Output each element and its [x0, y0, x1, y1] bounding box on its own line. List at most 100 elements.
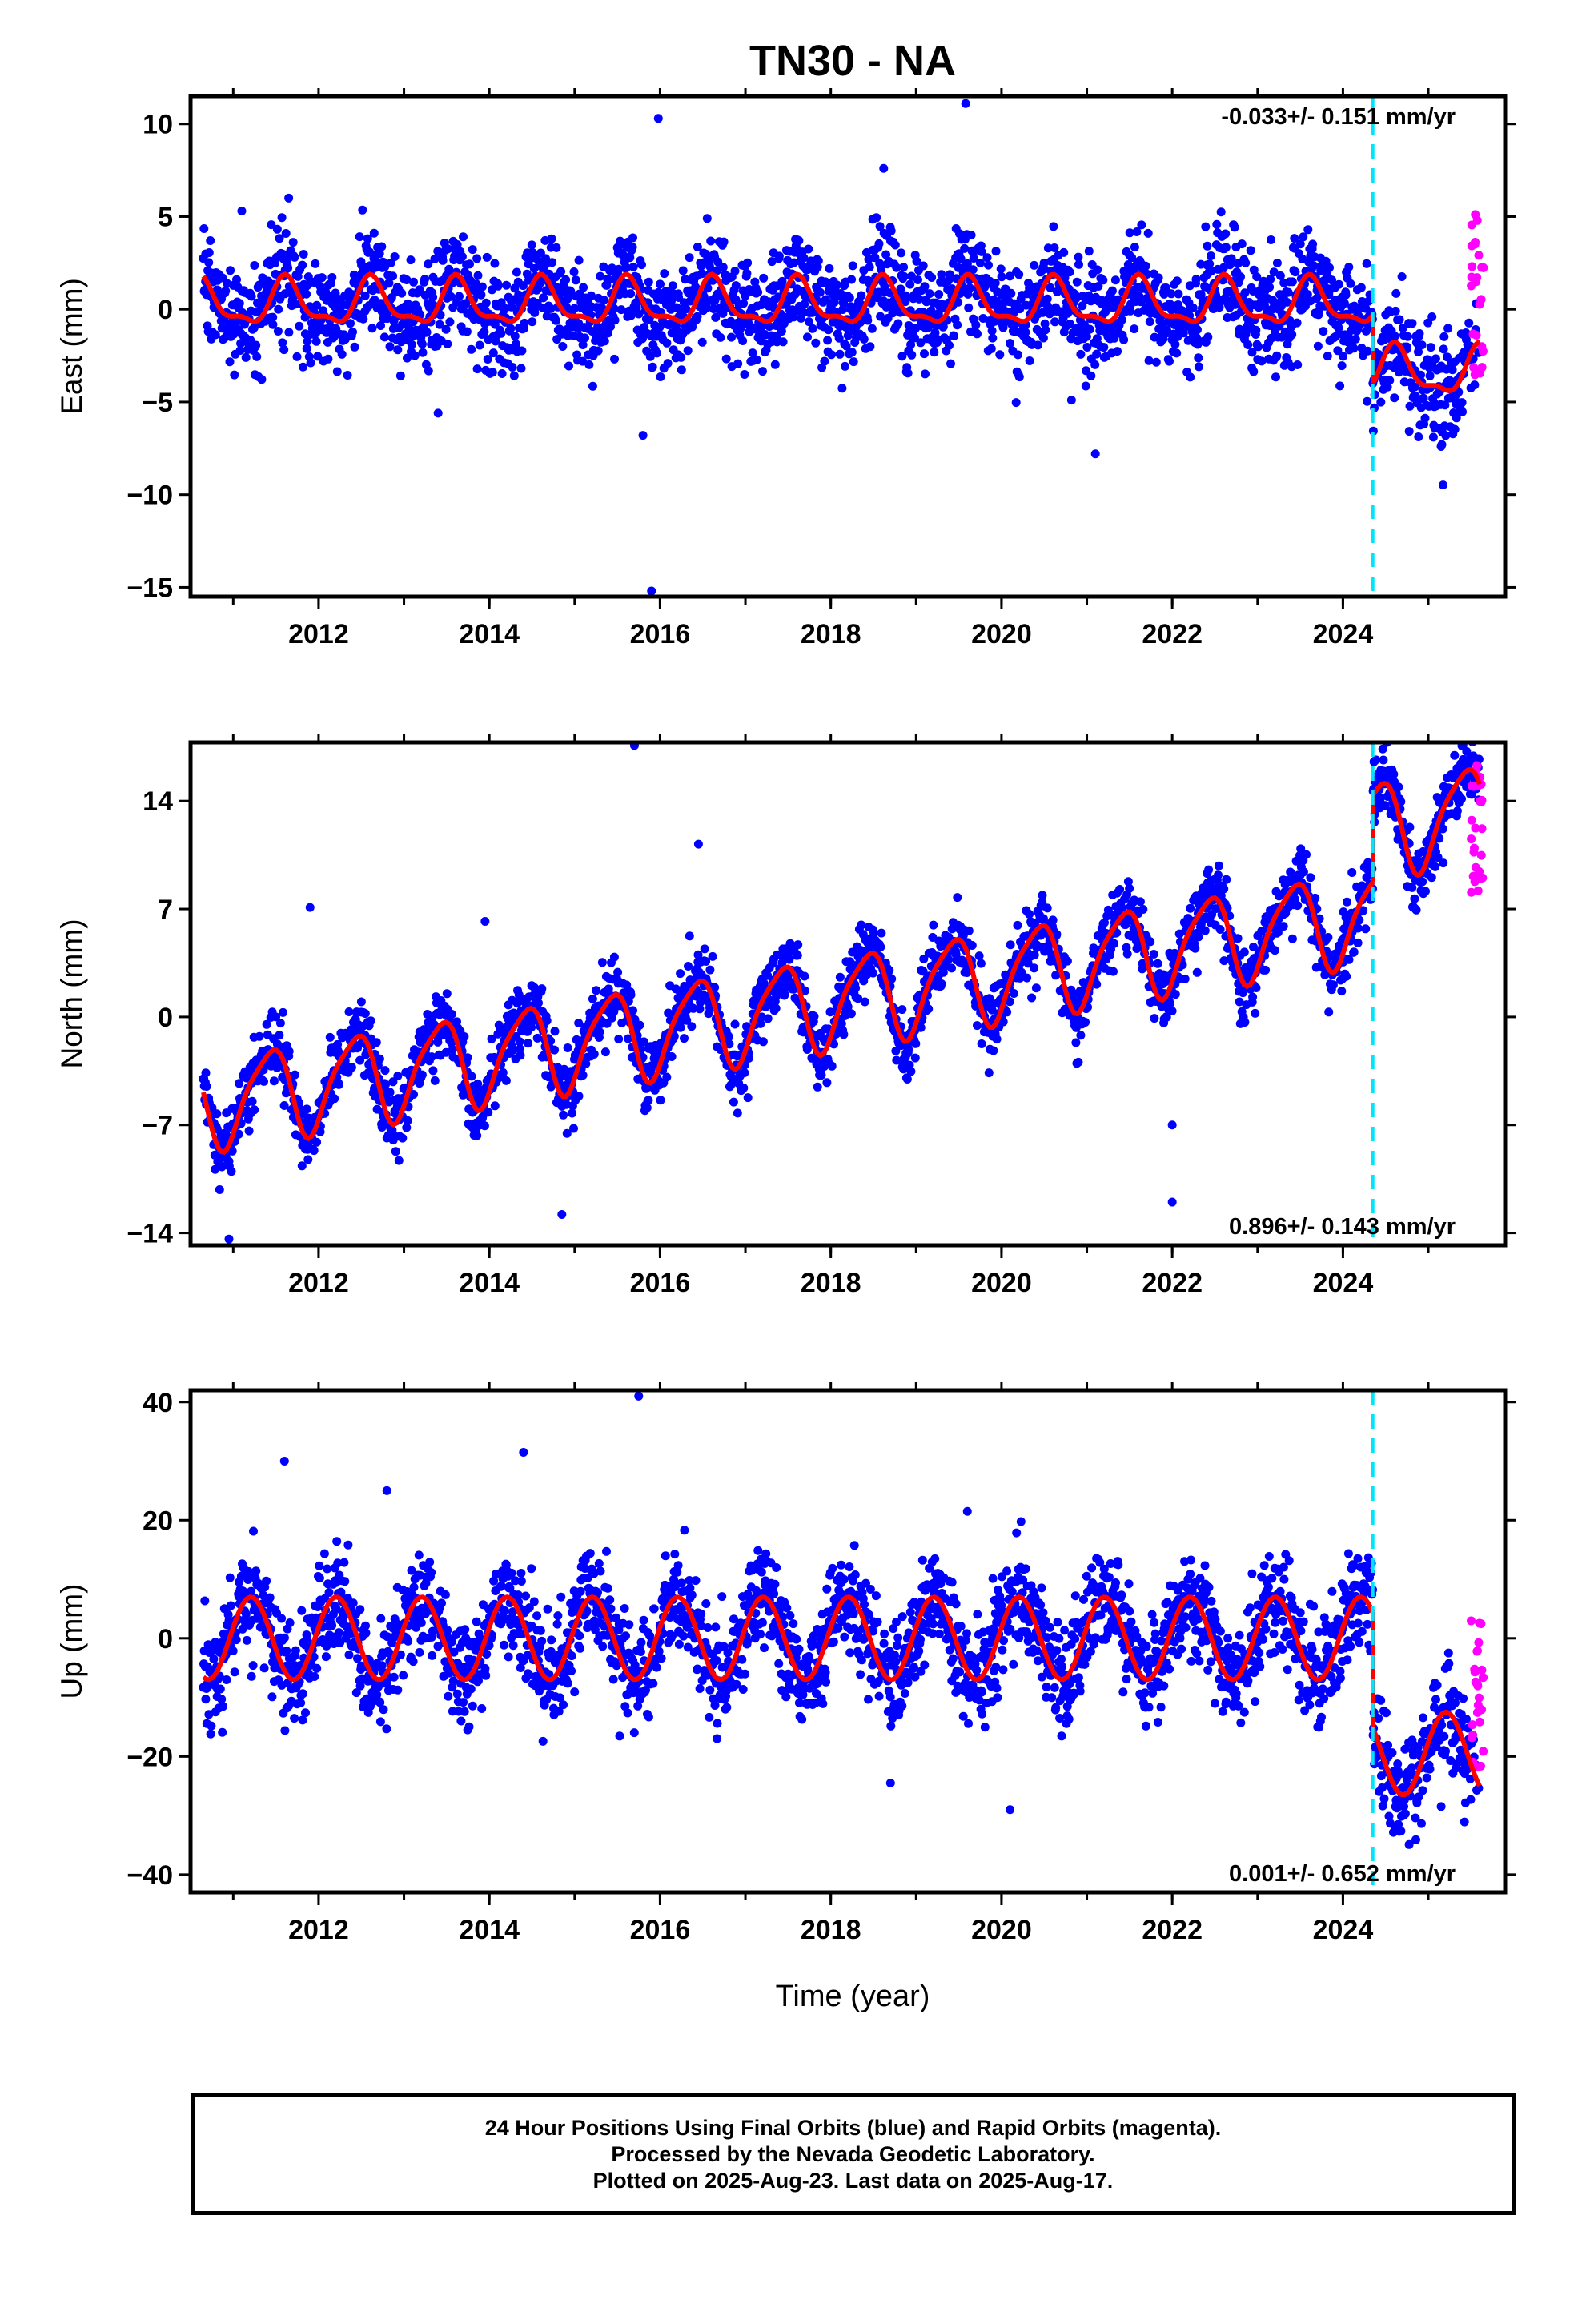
east-final-point	[358, 205, 367, 215]
east-final-point	[1049, 222, 1058, 231]
east-final-point	[284, 328, 294, 337]
north-final-point	[212, 1109, 222, 1119]
east-final-point	[634, 309, 644, 319]
east-final-point	[1443, 324, 1453, 333]
north-final-point	[1038, 891, 1047, 900]
east-final-point	[232, 275, 241, 284]
east-final-point	[804, 317, 813, 327]
east-final-point	[1030, 260, 1039, 270]
east-final-point	[827, 350, 836, 360]
north-final-point	[839, 1030, 849, 1039]
north-final-point	[1204, 865, 1214, 875]
east-final-point	[914, 294, 924, 304]
north-final-point	[1062, 956, 1072, 966]
east-final-point	[837, 384, 847, 393]
east-final-point	[937, 270, 946, 279]
east-final-point	[975, 259, 985, 267]
north-final-point	[813, 1082, 822, 1092]
east-final-point	[424, 259, 433, 269]
east-final-point	[1321, 256, 1331, 266]
east-final-point	[1395, 315, 1404, 324]
east-final-point	[363, 234, 372, 243]
east-final-point	[697, 337, 707, 347]
east-final-point	[711, 312, 721, 322]
east-final-orbit-points	[199, 99, 1488, 596]
east-final-point	[652, 348, 661, 358]
east-final-point	[490, 259, 500, 268]
north-final-point	[829, 1039, 838, 1049]
north-final-point	[937, 979, 946, 988]
north-final-point	[1081, 1018, 1090, 1027]
north-final-point	[458, 1090, 468, 1100]
east-final-point	[481, 298, 491, 308]
east-final-point	[927, 273, 937, 282]
east-final-point	[988, 333, 998, 343]
east-final-point	[718, 263, 728, 272]
east-final-point	[249, 323, 259, 332]
east-final-point	[1040, 264, 1050, 274]
east-final-point	[1085, 324, 1094, 334]
north-final-point	[1194, 932, 1203, 942]
east-final-point	[770, 360, 780, 369]
east-final-point	[848, 261, 857, 271]
east-final-point	[896, 284, 905, 294]
east-final-point	[1212, 219, 1222, 229]
east-final-point	[1309, 261, 1319, 271]
east-final-point	[1363, 296, 1373, 306]
north-final-point	[843, 1002, 853, 1011]
north-final-point	[1123, 877, 1133, 887]
east-final-point	[384, 279, 394, 287]
north-final-point	[785, 955, 794, 964]
north-final-point	[1076, 1031, 1086, 1040]
east-final-point	[422, 328, 432, 337]
north-final-point	[1174, 975, 1183, 984]
north-final-point	[279, 1101, 289, 1110]
north-final-point	[739, 1084, 749, 1092]
east-final-point	[823, 336, 833, 345]
east-final-point	[571, 275, 580, 285]
north-final-point	[1022, 973, 1032, 983]
north-final-point	[1214, 861, 1223, 870]
north-final-point	[447, 1010, 456, 1019]
north-final-point	[542, 1016, 552, 1026]
north-final-point	[402, 1123, 412, 1132]
east-final-point	[274, 304, 283, 314]
east-final-point	[1252, 272, 1262, 282]
north-final-point	[1251, 1008, 1260, 1018]
north-final-point	[284, 1047, 294, 1056]
north-final-point	[484, 1108, 493, 1117]
east-final-point	[493, 281, 503, 291]
east-final-point	[415, 285, 424, 295]
east-final-point	[1282, 297, 1291, 307]
east-final-point	[206, 236, 215, 245]
north-final-point	[1005, 997, 1014, 1007]
east-final-point	[815, 287, 825, 297]
east-final-point	[628, 233, 637, 243]
east-x-tick-label: 2014	[459, 619, 520, 649]
east-final-point	[457, 252, 467, 261]
east-final-point	[312, 300, 322, 310]
north-final-point	[964, 926, 974, 935]
east-final-point	[295, 321, 304, 331]
east-final-point	[616, 305, 626, 315]
east-final-point	[965, 283, 974, 293]
north-final-point	[987, 1005, 997, 1015]
east-final-point	[1041, 325, 1050, 335]
east-final-point	[551, 316, 560, 325]
east-final-point	[235, 299, 244, 308]
east-final-point	[1312, 294, 1321, 304]
east-final-point	[369, 228, 379, 238]
north-final-point	[656, 1096, 665, 1105]
north-final-point	[262, 1019, 271, 1029]
north-final-point	[1100, 918, 1109, 927]
east-final-point	[1236, 272, 1245, 282]
east-final-point	[1172, 276, 1182, 286]
east-final-point	[677, 365, 686, 375]
east-final-point	[217, 324, 227, 333]
east-final-point	[1416, 370, 1425, 380]
east-final-point	[235, 346, 245, 355]
east-final-point	[1327, 275, 1336, 285]
east-final-point	[379, 332, 389, 342]
east-rapid-point	[1468, 329, 1478, 339]
east-final-point	[637, 260, 646, 270]
